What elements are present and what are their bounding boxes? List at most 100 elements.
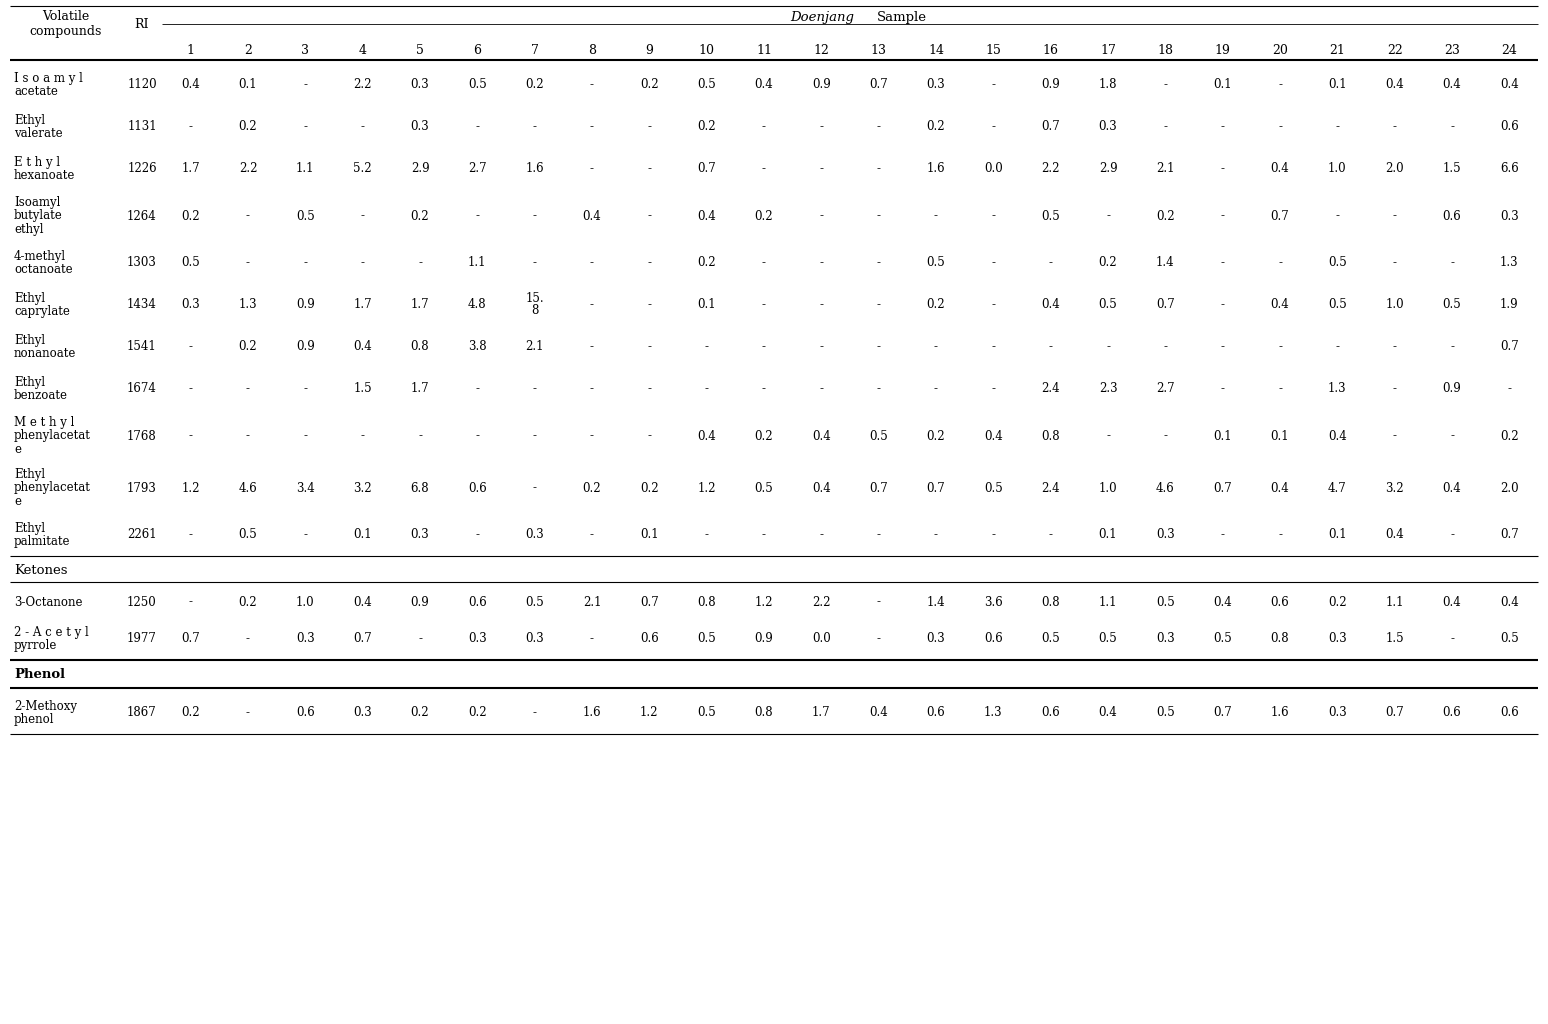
Text: Sample: Sample (878, 11, 927, 25)
Text: -: - (361, 210, 365, 222)
Text: 0.7: 0.7 (1500, 528, 1519, 542)
Text: 0.2: 0.2 (927, 429, 946, 442)
Text: 0.6: 0.6 (1443, 210, 1461, 222)
Text: 0.5: 0.5 (754, 481, 774, 495)
Text: 0.2: 0.2 (639, 481, 658, 495)
Text: Phenol: Phenol (14, 669, 65, 682)
Text: -: - (303, 256, 308, 269)
Text: 2.2: 2.2 (238, 163, 257, 175)
Text: 0.0: 0.0 (813, 633, 831, 645)
Text: 2.3: 2.3 (1099, 383, 1118, 395)
Text: 1.0: 1.0 (1385, 299, 1404, 311)
Text: 0.5: 0.5 (1099, 633, 1118, 645)
Text: 0.1: 0.1 (1099, 528, 1118, 542)
Text: 0.4: 0.4 (697, 210, 717, 222)
Text: 0.4: 0.4 (1271, 163, 1289, 175)
Text: -: - (1508, 383, 1511, 395)
Text: -: - (1221, 383, 1224, 395)
Text: 0.5: 0.5 (1443, 299, 1461, 311)
Text: -: - (475, 121, 480, 133)
Text: 2.7: 2.7 (467, 163, 486, 175)
Text: -: - (1221, 210, 1224, 222)
Text: 0.9: 0.9 (296, 299, 314, 311)
Text: 1.7: 1.7 (353, 299, 372, 311)
Text: -: - (647, 341, 652, 353)
Text: 1.3: 1.3 (985, 707, 1003, 720)
Text: 0.2: 0.2 (927, 299, 946, 311)
Text: phenylacetat: phenylacetat (14, 429, 91, 442)
Text: -: - (647, 121, 652, 133)
Text: 0.3: 0.3 (1328, 707, 1347, 720)
Text: caprylate: caprylate (14, 305, 70, 318)
Text: 0.5: 0.5 (927, 256, 946, 269)
Text: valerate: valerate (14, 127, 62, 140)
Text: 0.2: 0.2 (525, 79, 543, 91)
Text: 1434: 1434 (127, 299, 156, 311)
Text: 0.1: 0.1 (1214, 79, 1232, 91)
Text: M e t h y l: M e t h y l (14, 416, 74, 429)
Text: 1.1: 1.1 (1385, 596, 1404, 608)
Text: -: - (1450, 256, 1454, 269)
Text: -: - (590, 528, 594, 542)
Text: -: - (1393, 383, 1396, 395)
Text: 0.2: 0.2 (1328, 596, 1347, 608)
Text: -: - (933, 383, 938, 395)
Text: 24: 24 (1502, 43, 1517, 56)
Text: 0.8: 0.8 (755, 707, 774, 720)
Text: Doenjang: Doenjang (789, 11, 854, 25)
Text: -: - (762, 341, 766, 353)
Text: 0.7: 0.7 (1271, 210, 1289, 222)
Text: -: - (991, 341, 995, 353)
Text: 0.6: 0.6 (467, 481, 486, 495)
Text: pyrrole: pyrrole (14, 639, 57, 652)
Text: -: - (1105, 429, 1110, 442)
Text: 0.6: 0.6 (467, 596, 486, 608)
Text: 0.2: 0.2 (697, 256, 717, 269)
Text: 1.1: 1.1 (1099, 596, 1118, 608)
Text: 0.5: 0.5 (1042, 633, 1060, 645)
Text: 0.7: 0.7 (1156, 299, 1175, 311)
Text: -: - (303, 383, 308, 395)
Text: -: - (647, 163, 652, 175)
Text: -: - (933, 341, 938, 353)
Text: 14: 14 (927, 43, 944, 56)
Text: -: - (1221, 528, 1224, 542)
Text: 1120: 1120 (127, 79, 156, 91)
Text: 15.: 15. (525, 293, 543, 305)
Text: 0.4: 0.4 (697, 429, 717, 442)
Text: 0.8: 0.8 (410, 341, 429, 353)
Text: 0.3: 0.3 (353, 707, 372, 720)
Text: 0.1: 0.1 (353, 528, 372, 542)
Text: 0.1: 0.1 (697, 299, 717, 311)
Text: 0.4: 0.4 (1271, 299, 1289, 311)
Text: 2: 2 (245, 43, 252, 56)
Text: 0.4: 0.4 (1500, 596, 1519, 608)
Text: 2 - A c e t y l: 2 - A c e t y l (14, 626, 88, 639)
Text: E t h y l: E t h y l (14, 156, 60, 169)
Text: 3.2: 3.2 (353, 481, 372, 495)
Text: -: - (361, 429, 365, 442)
Text: -: - (590, 633, 594, 645)
Text: -: - (991, 256, 995, 269)
Text: 1.0: 1.0 (296, 596, 314, 608)
Text: -: - (1279, 528, 1282, 542)
Text: 3.4: 3.4 (296, 481, 314, 495)
Text: -: - (819, 383, 824, 395)
Text: -: - (1450, 121, 1454, 133)
Text: 10: 10 (698, 43, 715, 56)
Text: Volatile
compounds: Volatile compounds (29, 10, 102, 38)
Text: 0.3: 0.3 (1156, 528, 1175, 542)
Text: 0.6: 0.6 (985, 633, 1003, 645)
Text: 4: 4 (359, 43, 367, 56)
Text: -: - (189, 528, 192, 542)
Text: RI: RI (135, 17, 149, 31)
Text: -: - (1393, 429, 1396, 442)
Text: 2.0: 2.0 (1500, 481, 1519, 495)
Text: -: - (647, 383, 652, 395)
Text: phenol: phenol (14, 714, 54, 726)
Text: 0.9: 0.9 (296, 341, 314, 353)
Text: 16: 16 (1043, 43, 1059, 56)
Text: 0.5: 0.5 (181, 256, 200, 269)
Text: -: - (246, 383, 249, 395)
Text: 0.4: 0.4 (1271, 481, 1289, 495)
